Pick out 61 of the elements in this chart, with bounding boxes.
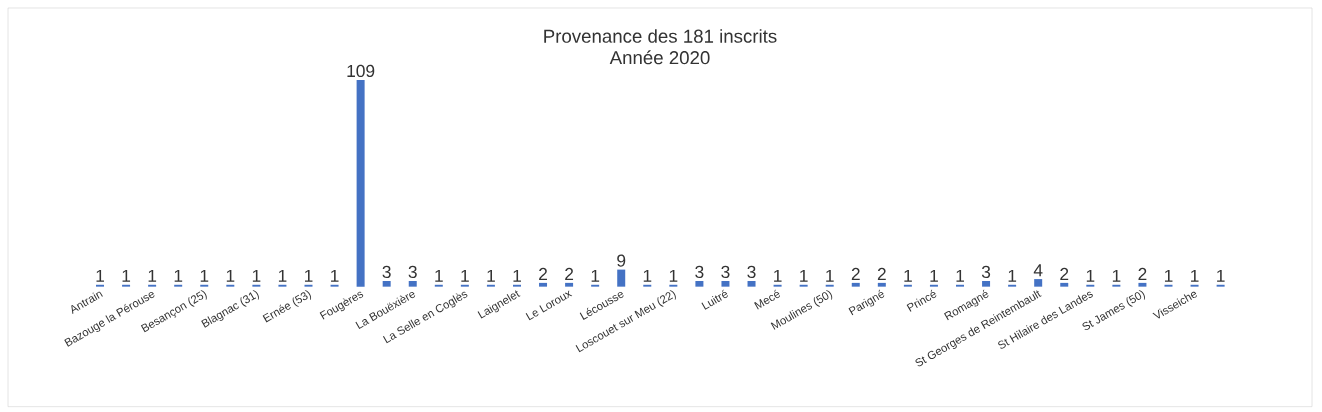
data-label: 1 bbox=[304, 269, 313, 282]
data-label: 1 bbox=[1112, 269, 1121, 282]
data-label: 1 bbox=[1164, 269, 1173, 282]
data-label: 3 bbox=[747, 265, 756, 279]
data-label: 2 bbox=[539, 267, 547, 280]
bar bbox=[356, 80, 365, 287]
data-label: 3 bbox=[695, 265, 704, 279]
data-label: 1 bbox=[1086, 269, 1095, 282]
data-label: 1 bbox=[643, 269, 652, 282]
data-label: 1 bbox=[174, 269, 183, 282]
data-label: 1 bbox=[331, 269, 339, 282]
data-label: 1 bbox=[122, 269, 131, 282]
bar bbox=[1034, 279, 1043, 287]
chart-title: Provenance des 181 inscrits bbox=[544, 29, 777, 43]
bar bbox=[747, 280, 756, 287]
data-label: 3 bbox=[408, 265, 417, 279]
data-label: 1 bbox=[226, 269, 235, 282]
data-label: 3 bbox=[382, 265, 391, 279]
data-label: 1 bbox=[1217, 269, 1225, 282]
data-label: 1 bbox=[461, 269, 469, 282]
data-label: 1 bbox=[278, 269, 287, 282]
data-label: 1 bbox=[435, 269, 443, 282]
bar bbox=[1138, 282, 1147, 287]
data-label: 3 bbox=[721, 265, 730, 279]
bar bbox=[617, 269, 626, 287]
bar bbox=[408, 280, 417, 287]
data-label: 1 bbox=[1008, 269, 1017, 282]
data-label: 2 bbox=[1060, 267, 1069, 280]
data-label: 2 bbox=[565, 267, 574, 280]
data-label: 1 bbox=[956, 269, 964, 282]
data-label: 2 bbox=[851, 267, 860, 280]
data-label: 1 bbox=[1191, 269, 1199, 282]
data-label: 3 bbox=[981, 265, 991, 279]
data-label: 2 bbox=[877, 267, 886, 280]
data-label: 1 bbox=[904, 269, 912, 282]
bar bbox=[1060, 282, 1069, 287]
bar bbox=[565, 282, 574, 287]
data-label: 1 bbox=[252, 269, 261, 282]
data-label: 9 bbox=[617, 254, 626, 267]
data-label: 1 bbox=[148, 269, 157, 282]
data-label: 1 bbox=[487, 269, 495, 282]
bar bbox=[851, 282, 860, 287]
chart-subtitle: Année 2020 bbox=[609, 50, 710, 65]
bar bbox=[695, 280, 704, 287]
data-label: 1 bbox=[591, 269, 600, 282]
bar bbox=[382, 280, 391, 287]
data-label: 1 bbox=[96, 269, 104, 282]
data-label: 4 bbox=[1033, 264, 1043, 277]
bar bbox=[982, 280, 991, 287]
data-label: 2 bbox=[1138, 267, 1147, 280]
bar bbox=[877, 282, 886, 287]
data-label: 1 bbox=[200, 269, 209, 282]
bar bbox=[539, 282, 548, 287]
data-label: 1 bbox=[669, 269, 678, 282]
bar bbox=[721, 280, 730, 287]
data-label: 1 bbox=[800, 269, 808, 282]
data-label: 1 bbox=[826, 269, 834, 282]
data-label: 1 bbox=[513, 269, 521, 282]
data-label: 109 bbox=[347, 64, 375, 78]
data-label: 1 bbox=[774, 269, 782, 282]
data-label: 1 bbox=[930, 269, 938, 282]
